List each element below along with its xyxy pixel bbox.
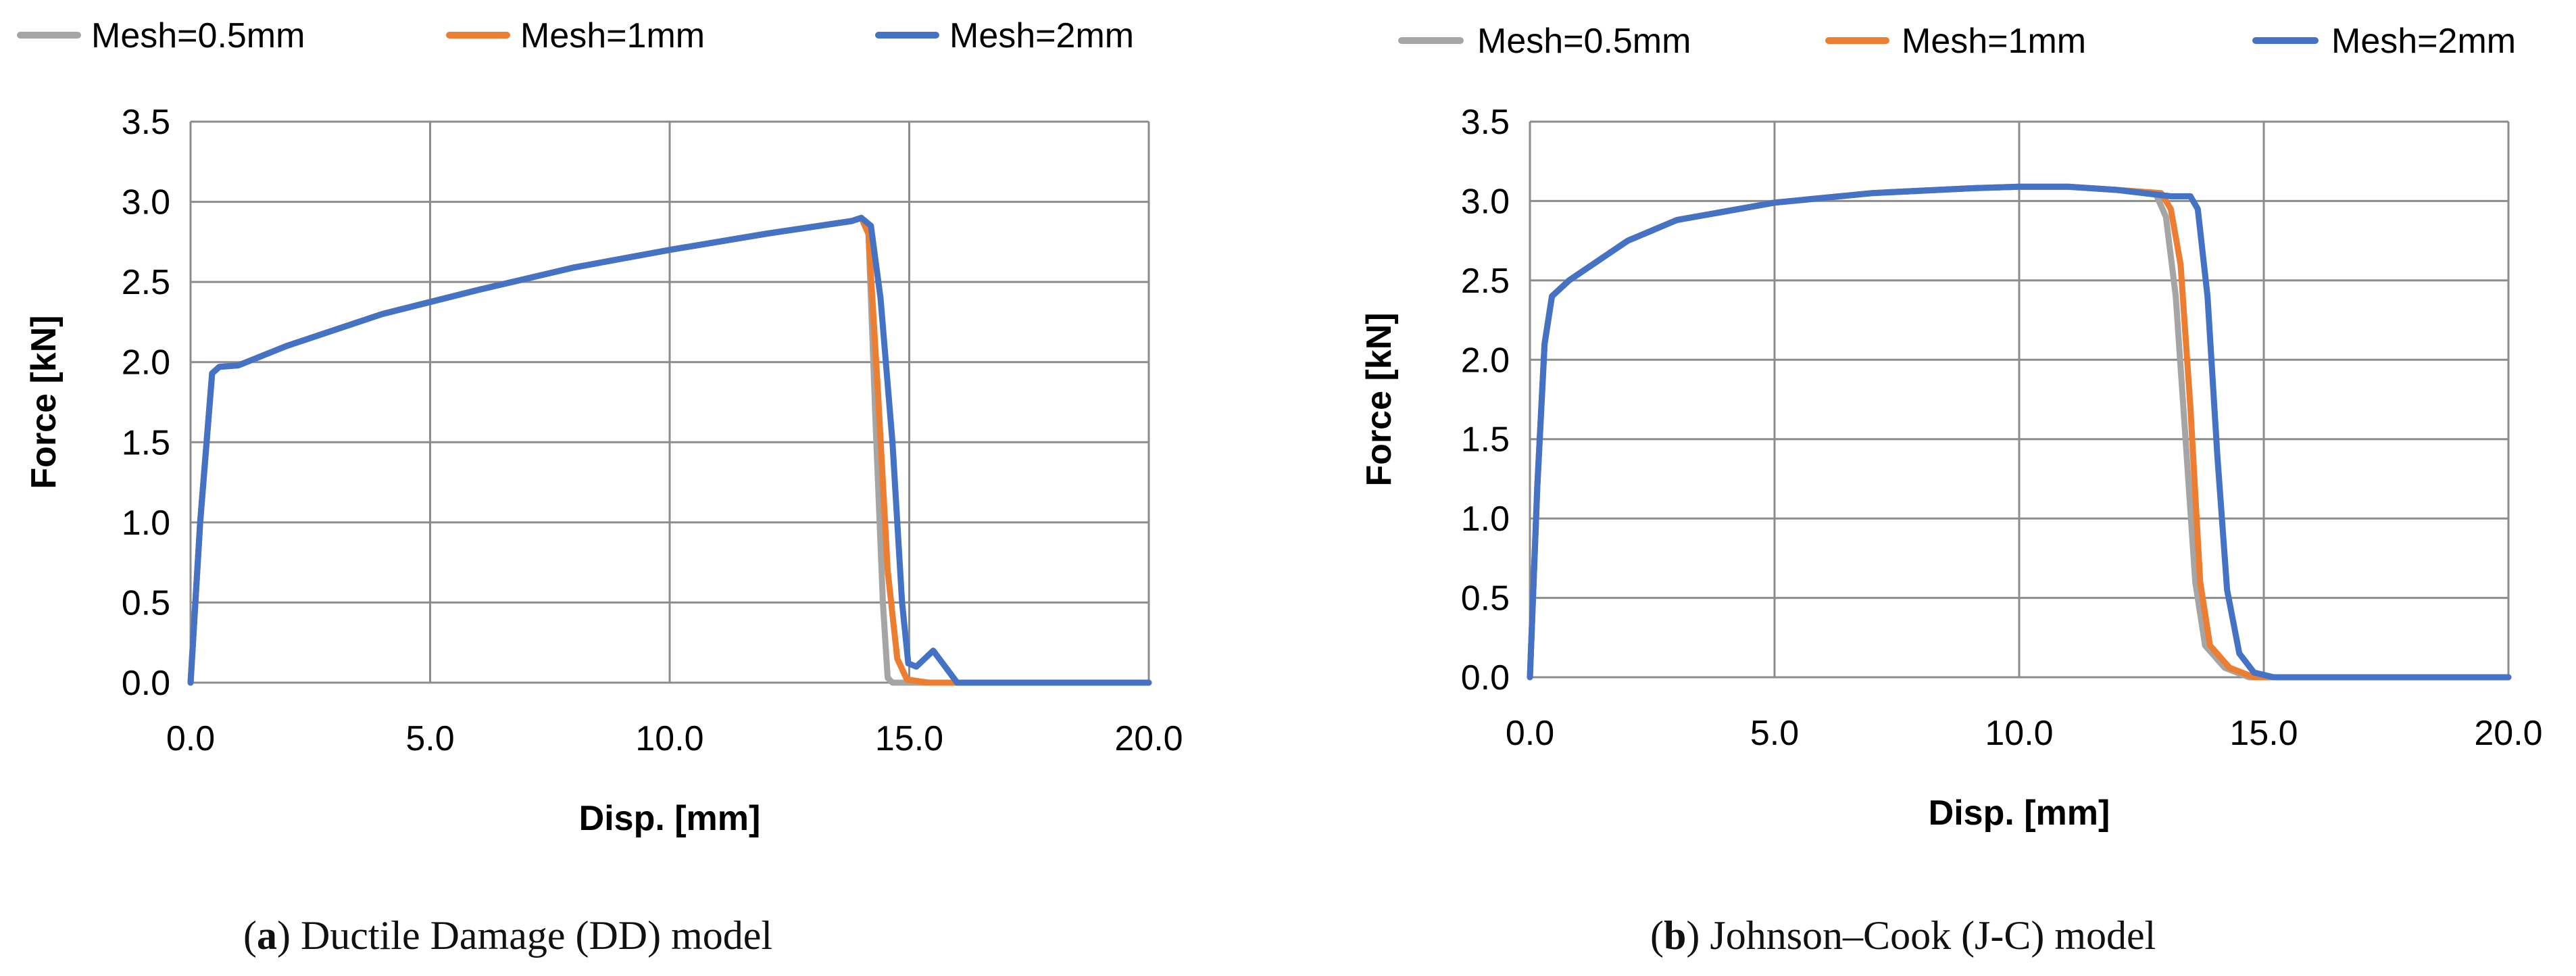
y-tick-label: 3.0	[122, 183, 170, 222]
legend-label: Mesh=2mm	[949, 16, 1134, 55]
y-tick-label: 1.0	[122, 504, 170, 543]
series-line-3	[187, 214, 1152, 686]
x-tick-label: 10.0	[1985, 714, 2053, 753]
legend-label: Mesh=0.5mm	[91, 16, 305, 55]
x-tick-label: 10.0	[635, 719, 703, 758]
caption-a-letter: a	[256, 913, 277, 958]
caption-a-text: Ductile Damage (DD) model	[290, 913, 773, 958]
legend-label: Mesh=1mm	[1902, 22, 2086, 61]
legend-label: Mesh=0.5mm	[1477, 22, 1691, 61]
x-tick-label: 20.0	[1114, 719, 1183, 758]
y-tick-label: 3.5	[1461, 103, 1510, 142]
y-axis-title: Force [kN]	[1360, 312, 1399, 486]
y-tick-label: 2.0	[122, 343, 170, 383]
chart-panel-a: 0.0 0.5 1.0 1.5 2.0 2.5 3.0 3.5 0.0 5.0 10.0 15.0 20…	[17, 16, 1183, 958]
y-tick-label: 1.0	[1461, 499, 1510, 539]
y-tick-label: 0.5	[1461, 579, 1510, 618]
caption-a: (a) Ductile Damage (DD) model	[243, 913, 773, 958]
y-tick-label: 2.5	[1461, 262, 1510, 301]
x-tick-label: 0.0	[1506, 714, 1554, 753]
caption-b: (b) Johnson–Cook (J-C) model	[1650, 913, 2156, 958]
x-axis-title: Disp. [mm]	[1929, 794, 2110, 833]
caption-b-text: Johnson–Cook (J-C) model	[1700, 913, 2156, 958]
y-tick-label: 1.5	[122, 423, 170, 462]
y-tick-label: 2.0	[1461, 341, 1510, 380]
caption-b-letter: b	[1663, 913, 1687, 958]
chart-panel-b: 0.0 0.5 1.0 1.5 2.0 2.5 3.0 3.5 0.0 5.0 10.0 15.0 20…	[1335, 0, 2576, 976]
x-tick-label: 5.0	[1750, 714, 1799, 753]
series-line-3	[1527, 183, 2512, 681]
legend-label: Mesh=1mm	[520, 16, 705, 55]
chart-a-svg: 0.0 0.5 1.0 1.5 2.0 2.5 3.0 3.5 0.0 5.0 10.0 15.0 20…	[17, 16, 1183, 838]
legend-label: Mesh=2mm	[2331, 22, 2516, 61]
y-tick-label: 0.0	[1461, 658, 1510, 698]
x-tick-label: 20.0	[2474, 714, 2542, 753]
y-tick-label: 0.5	[122, 583, 170, 623]
y-axis-title: Force [kN]	[24, 315, 64, 489]
x-tick-label: 0.0	[166, 719, 215, 758]
y-tick-label: 1.5	[1461, 420, 1510, 460]
y-tick-label: 3.0	[1461, 182, 1510, 221]
y-tick-label: 0.0	[122, 664, 170, 703]
x-axis-title: Disp. [mm]	[579, 799, 761, 838]
chart-b-svg: 0.0 0.5 1.0 1.5 2.0 2.5 3.0 3.5 0.0 5.0 10.0 15.0 20…	[1360, 22, 2543, 833]
x-tick-label: 15.0	[2229, 714, 2298, 753]
x-tick-label: 5.0	[405, 719, 454, 758]
y-tick-label: 2.5	[122, 263, 170, 302]
y-tick-label: 3.5	[122, 103, 170, 142]
x-tick-label: 15.0	[875, 719, 943, 758]
